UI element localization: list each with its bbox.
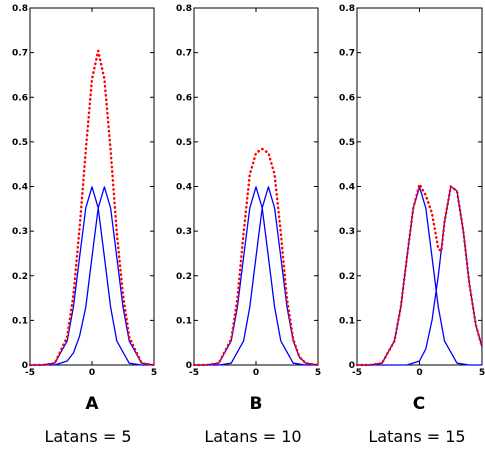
y-tick-label-a: 0.1 <box>12 316 28 326</box>
y-tick-label-b: 0.2 <box>176 272 192 282</box>
panel-label-a: A <box>85 394 99 414</box>
caption-a: Latans = 5 <box>44 427 131 446</box>
y-tick-label-b: 0.4 <box>176 183 192 193</box>
panel-label-c: C <box>413 394 425 414</box>
y-tick-label-a: 0.8 <box>12 4 28 14</box>
y-tick-label-b: 0.5 <box>176 138 192 148</box>
y-tick-label-a: 0.7 <box>12 49 28 59</box>
x-tick-label-c: -5 <box>352 368 362 378</box>
component-curve-b-0 <box>193 186 319 366</box>
chart-panel-b: 00.10.20.30.40.50.60.70.8-5 0 5 <box>176 4 321 378</box>
y-tick-label-a: 0.3 <box>12 227 28 237</box>
y-tick-label-b: 0.7 <box>176 49 192 59</box>
caption-c: Latans = 15 <box>368 427 465 446</box>
y-tick-label-c: 0.2 <box>339 272 355 282</box>
sum-curve-b-2 <box>192 147 320 367</box>
x-tick-label-b: 5 <box>315 368 321 378</box>
y-tick-label-a: 0.4 <box>12 183 28 193</box>
y-tick-label-b: 0.1 <box>176 316 192 326</box>
x-tick-label-c: 5 <box>479 368 485 378</box>
y-tick-label-c: 0.3 <box>339 227 355 237</box>
x-tick-label-a: -5 <box>25 368 35 378</box>
component-curve-b-1 <box>193 186 319 366</box>
component-curve-a-0 <box>29 186 155 366</box>
y-tick-label-a: 0 <box>22 361 28 371</box>
y-tick-label-a: 0.6 <box>12 93 28 103</box>
sum-curve-c-2 <box>355 183 484 367</box>
caption-b: Latans = 10 <box>204 427 301 446</box>
chart-panel-a: 00.10.20.30.40.50.60.70.8-5 0 5 <box>12 4 157 378</box>
x-tick-label-b: -5 <box>189 368 199 378</box>
sum-curve-a-2 <box>28 49 156 367</box>
x-tick-label-a: 0 <box>89 368 95 378</box>
y-tick-label-a: 0.5 <box>12 138 28 148</box>
y-tick-label-c: 0.6 <box>339 93 355 103</box>
x-tick-label-b: 0 <box>253 368 259 378</box>
y-tick-label-c: 0.7 <box>339 49 355 59</box>
y-tick-label-b: 0.8 <box>176 4 192 14</box>
x-tick-label-c: 0 <box>416 368 422 378</box>
x-tick-label-a: 5 <box>151 368 157 378</box>
y-tick-label-c: 0.1 <box>339 316 355 326</box>
y-tick-label-c: 0.8 <box>339 4 355 14</box>
y-tick-label-c: 0.4 <box>339 183 355 193</box>
panel-label-b: B <box>250 394 263 414</box>
y-tick-label-c: 0.5 <box>339 138 355 148</box>
y-tick-label-b: 0 <box>186 361 192 371</box>
y-tick-label-b: 0.6 <box>176 93 192 103</box>
y-tick-label-c: 0 <box>349 361 355 371</box>
y-tick-label-a: 0.2 <box>12 272 28 282</box>
chart-panel-c: 00.10.20.30.40.50.60.70.8-5 0 5 <box>339 4 485 378</box>
y-tick-label-b: 0.3 <box>176 227 192 237</box>
